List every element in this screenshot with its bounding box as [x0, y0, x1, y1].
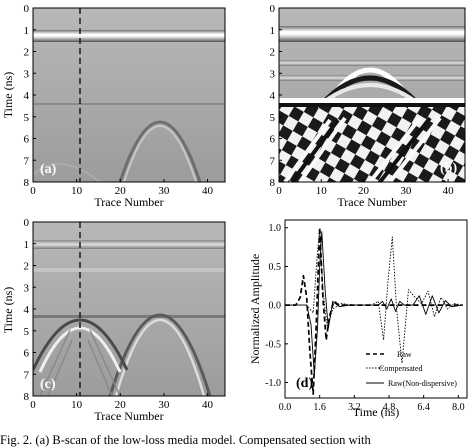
x-tick-label: 30: [158, 399, 170, 411]
y-tick-label: 1.0: [269, 223, 282, 234]
x-tick-label: 40: [202, 399, 214, 411]
panel-c: 0 10 20 30 40 0 1 2 3 4 5 6 7 8 (c) Trace Number Time…: [1, 217, 226, 423]
x-tick-label: 20: [115, 185, 127, 197]
y-tick-label: 0: [24, 3, 30, 15]
y-tick-label: 2: [24, 261, 30, 273]
y-tick-label: 2: [24, 47, 30, 59]
ylabel-c: Time (ns): [1, 287, 15, 334]
x-tick-label: 40: [443, 185, 455, 197]
y-tick-label: 0: [270, 3, 276, 15]
y-tick-label: 3: [270, 68, 276, 80]
y-tick-label: 0.5: [269, 262, 282, 273]
y-tick-label: 5: [24, 112, 30, 124]
legend-raw: Raw: [397, 350, 412, 359]
y-tick-label: 8: [270, 177, 276, 189]
y-tick-label: 8: [24, 391, 30, 403]
x-tick-label: 0: [276, 185, 282, 197]
x-tick-label: 20: [115, 399, 127, 411]
legend: Raw Compensated Raw(Non-dispersive): [366, 350, 457, 388]
axes-c: 0 10 20 30 40 0 1 2 3 4 5 6 7 8: [24, 217, 214, 411]
x-tick-label: 0.0: [279, 402, 292, 413]
legend-compensated: Compensated: [379, 364, 423, 373]
y-tick-label: 1: [270, 25, 276, 37]
ylabel-a: Time (ns): [1, 72, 15, 119]
series-line-2: [285, 231, 463, 376]
x-tick-label: 0: [30, 185, 36, 197]
x-tick-label: 10: [71, 399, 83, 411]
legend-raw-nondispersive: Raw(Non-dispersive): [388, 379, 457, 388]
series-line-0: [285, 226, 463, 395]
panel-label-b: (b): [440, 161, 457, 176]
x-tick-label: 30: [158, 185, 170, 197]
x-tick-label: 1.6: [313, 402, 326, 413]
y-tick-label: 6: [270, 134, 276, 146]
y-tick-label: 4: [24, 90, 30, 102]
y-tick-label: -1.0: [265, 378, 281, 389]
x-tick-label: 6.4: [417, 402, 430, 413]
chart-d: 0.0 1.6 3.2 4.8 6.4 8.0 1.0 0.5 0.0 -0.5 -1.0: [265, 223, 464, 413]
y-tick-label: 1: [24, 25, 30, 37]
xlabel-d: Time (ns): [353, 405, 400, 419]
xlabel-b: Trace Number: [337, 195, 406, 209]
x-tick-label: 4.8: [383, 402, 396, 413]
x-tick-label: 40: [202, 185, 214, 197]
xlabel-c: Trace Number: [94, 409, 163, 423]
xlabel-a: Trace Number: [94, 195, 163, 209]
y-tick-label: 0.0: [269, 301, 282, 312]
y-tick-label: 4: [24, 304, 30, 316]
ylabel-d: Normalized Amplitude: [248, 254, 262, 364]
axes-a: 0 10 20 30 40 0 1 2 3 4 5 6 7 8: [24, 3, 214, 197]
y-tick-label: -0.5: [265, 339, 281, 350]
figure-caption: Fig. 2. (a) B-scan of the low-loss media…: [0, 433, 371, 447]
y-tick-label: 7: [24, 369, 30, 381]
x-tick-label: 20: [358, 185, 370, 197]
panel-a: 0 10 20 30 40 0 1 2 3 4 5 6 7 8 (a) Trace Number Time…: [1, 3, 226, 209]
y-tick-label: 1: [24, 239, 30, 251]
panel-label-d: (d): [296, 376, 313, 391]
y-tick-label: 6: [24, 348, 30, 360]
x-tick-label: 30: [400, 185, 412, 197]
panel-label-c: (c): [40, 377, 56, 392]
x-tick-label: 8.0: [452, 402, 465, 413]
x-tick-label: 10: [316, 185, 328, 197]
y-tick-label: 7: [270, 155, 276, 167]
y-tick-label: 3: [24, 68, 30, 80]
y-tick-label: 4: [270, 90, 276, 102]
panel-label-a: (a): [40, 162, 57, 177]
x-tick-label: 0: [30, 399, 36, 411]
y-tick-label: 8: [24, 177, 30, 189]
y-tick-label: 2: [270, 47, 276, 59]
y-tick-label: 0: [24, 217, 30, 229]
series-line-1: [285, 229, 463, 364]
y-tick-label: 3: [24, 282, 30, 294]
panel-d: 0.0 1.6 3.2 4.8 6.4 8.0 1.0 0.5 0.0 -0.5 -1.0 Raw …: [248, 219, 468, 419]
y-tick-label: 5: [270, 112, 276, 124]
y-tick-label: 6: [24, 134, 30, 146]
y-tick-label: 7: [24, 155, 30, 167]
x-tick-label: 10: [71, 185, 83, 197]
y-tick-label: 5: [24, 326, 30, 338]
panel-b: 0 10 20 30 40 0 1 2 3 4 5 6 7 8 (b) Trace Number: [270, 3, 466, 209]
x-tick-label: 3.2: [348, 402, 361, 413]
axes-b: 0 10 20 30 40 0 1 2 3 4 5 6 7 8: [270, 3, 455, 197]
